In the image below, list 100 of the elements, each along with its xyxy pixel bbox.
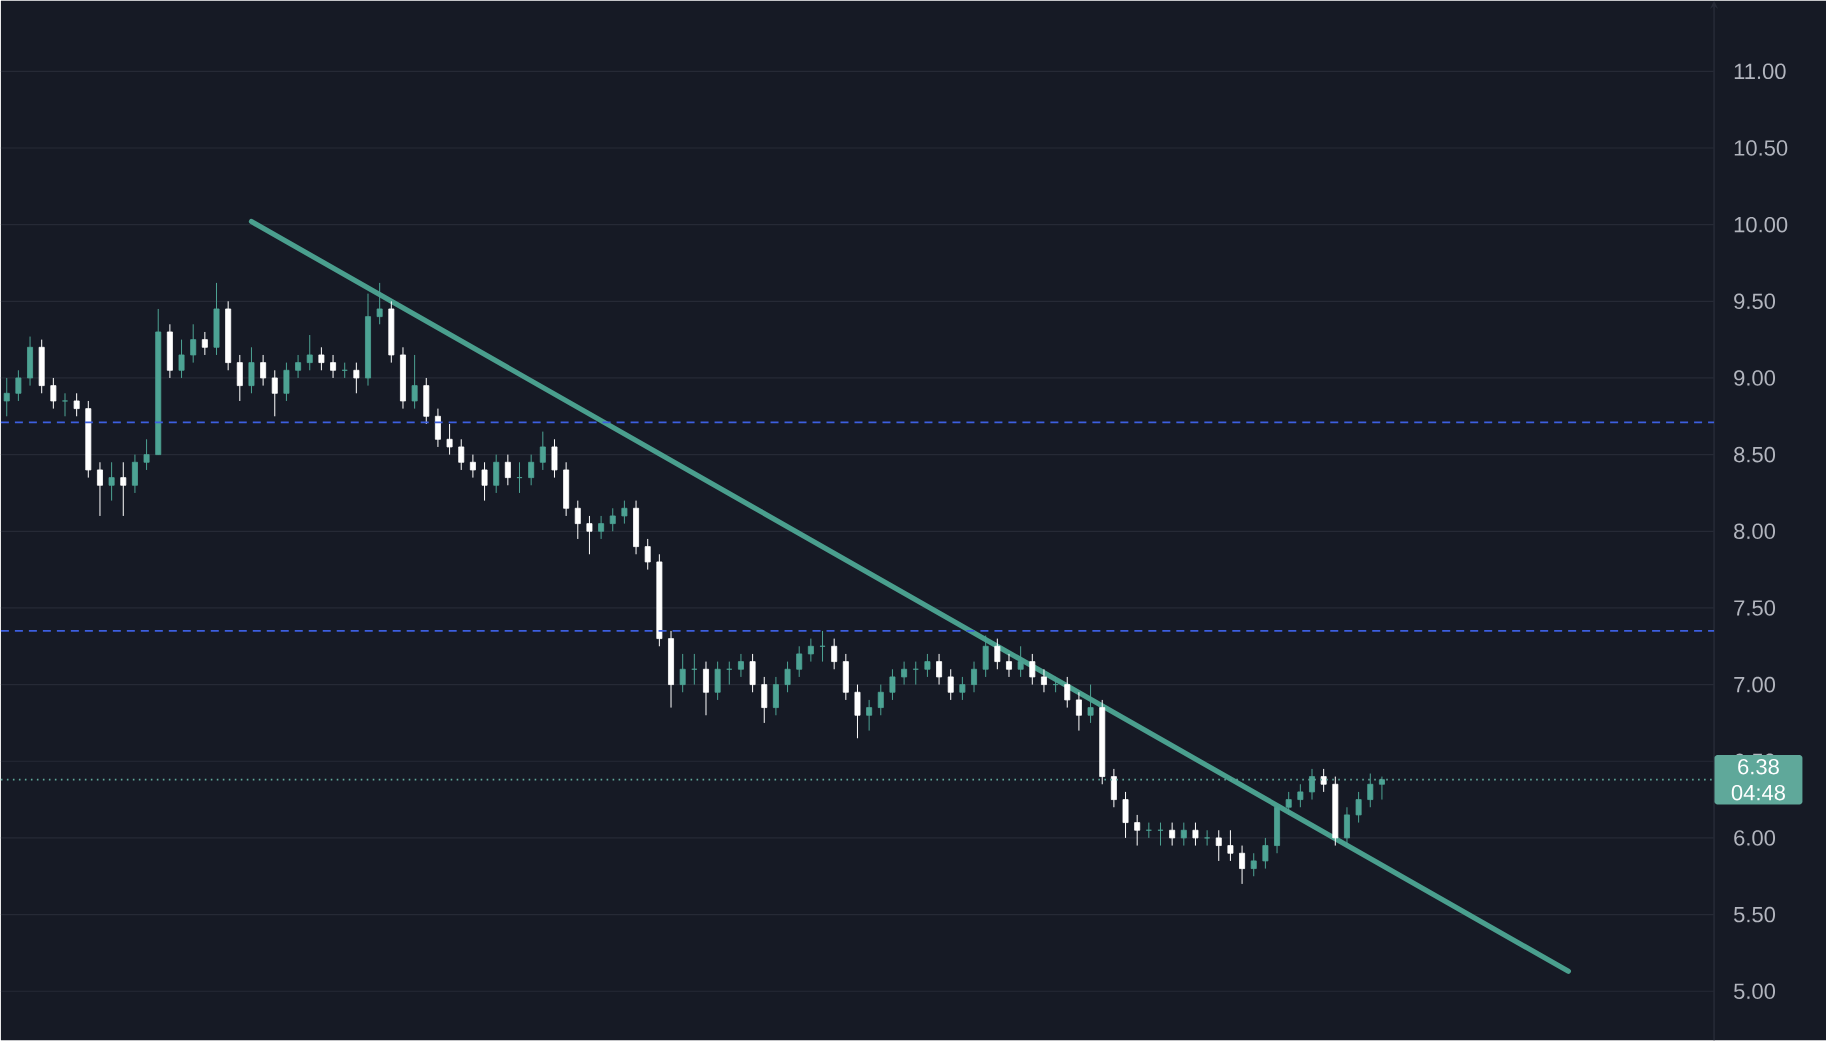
candlestick bbox=[306, 334, 313, 371]
candlestick bbox=[1017, 645, 1024, 678]
candlestick bbox=[131, 454, 138, 494]
candlestick bbox=[97, 461, 103, 517]
candlestick bbox=[714, 661, 721, 701]
candlestick bbox=[50, 377, 57, 410]
candlestick bbox=[1250, 852, 1257, 877]
candlestick bbox=[458, 438, 465, 471]
candlestick bbox=[994, 638, 1001, 670]
candlestick bbox=[621, 500, 628, 525]
candlestick bbox=[539, 431, 546, 471]
candlestick bbox=[784, 661, 791, 693]
candlestick bbox=[877, 684, 884, 716]
candlestick bbox=[178, 339, 185, 379]
candlestick bbox=[201, 331, 208, 356]
candlestick bbox=[1087, 684, 1094, 724]
candlestick bbox=[936, 653, 943, 686]
candlestick bbox=[889, 668, 896, 701]
candlestick bbox=[901, 661, 908, 686]
candlestick bbox=[493, 454, 500, 494]
candlestick bbox=[598, 515, 605, 540]
y-tick-label: 5.00 bbox=[1734, 983, 1776, 999]
candlestick bbox=[295, 354, 302, 379]
y-tick-label: 6.00 bbox=[1734, 830, 1776, 846]
candlestick bbox=[761, 676, 768, 724]
y-tick-label: 8.00 bbox=[1734, 523, 1776, 540]
candlestick bbox=[574, 500, 581, 540]
candlestick bbox=[504, 454, 511, 486]
candlestick bbox=[947, 668, 954, 701]
candlestick bbox=[411, 354, 418, 410]
candlestick bbox=[866, 699, 873, 732]
y-tick-label: 10.00 bbox=[1734, 216, 1788, 233]
candlestick bbox=[248, 346, 255, 394]
candlestick bbox=[749, 653, 756, 693]
candlestick bbox=[772, 676, 779, 716]
y-tick-label: 9.00 bbox=[1734, 370, 1776, 386]
candlestick bbox=[271, 369, 278, 417]
y-tick-label: 5.50 bbox=[1734, 906, 1776, 923]
candlestick bbox=[1215, 829, 1222, 862]
candlestick bbox=[3, 377, 10, 417]
candlestick bbox=[1309, 768, 1315, 801]
candlestick bbox=[62, 392, 68, 417]
candlestick bbox=[1262, 837, 1269, 870]
candlestick bbox=[260, 354, 267, 387]
candlestick bbox=[108, 461, 115, 502]
y-tick-label: 8.50 bbox=[1734, 446, 1776, 463]
candlestick bbox=[807, 638, 814, 663]
candlestick bbox=[831, 638, 838, 670]
ref-line-label: 6.38 bbox=[1738, 758, 1779, 775]
candlestick bbox=[1134, 814, 1141, 847]
candlestick bbox=[120, 461, 127, 517]
y-tick-label: 10.50 bbox=[1734, 140, 1788, 156]
candlestick bbox=[1169, 822, 1176, 847]
candlestick bbox=[353, 362, 360, 394]
candlestick bbox=[1355, 791, 1362, 824]
candlestick bbox=[143, 438, 150, 471]
candlestick bbox=[644, 538, 651, 571]
candlestick bbox=[796, 645, 803, 678]
y-tick-label: 9.50 bbox=[1734, 293, 1776, 310]
candlestick bbox=[469, 454, 476, 479]
candlestick bbox=[1192, 822, 1199, 847]
candlestick bbox=[1320, 768, 1327, 793]
candlestick bbox=[703, 661, 709, 716]
candlestick bbox=[551, 438, 558, 479]
candlestick bbox=[1040, 668, 1047, 693]
candlestick bbox=[1227, 829, 1234, 862]
candlestick bbox=[528, 454, 535, 486]
y-tick-label: 11.00 bbox=[1734, 63, 1786, 80]
candlestick bbox=[1367, 772, 1374, 808]
candlestick bbox=[73, 392, 80, 417]
candlestick bbox=[190, 323, 197, 364]
candlestick bbox=[1006, 653, 1012, 678]
candlestick bbox=[609, 507, 616, 532]
y-tick-label: 7.50 bbox=[1734, 600, 1776, 616]
candlestick bbox=[434, 408, 441, 448]
candlestick bbox=[679, 653, 686, 693]
candlestick bbox=[236, 354, 243, 402]
candlestick bbox=[1122, 791, 1129, 839]
candlestick bbox=[1378, 776, 1385, 801]
candlestick bbox=[1064, 676, 1071, 709]
candlestick bbox=[1204, 829, 1211, 847]
candlestick bbox=[737, 653, 744, 678]
candlestick bbox=[982, 634, 989, 678]
candlestick bbox=[481, 461, 488, 502]
candlestick bbox=[330, 354, 337, 379]
candlestick bbox=[1029, 653, 1036, 686]
candlestick bbox=[959, 676, 966, 701]
candlestick bbox=[854, 684, 861, 739]
candlestick bbox=[924, 653, 931, 678]
candlestick bbox=[1285, 791, 1292, 816]
candlestick bbox=[318, 346, 325, 371]
candlestick bbox=[1239, 845, 1246, 885]
candlestick bbox=[1297, 783, 1304, 808]
candlestick bbox=[283, 362, 290, 402]
y-tick-label: 7.00 bbox=[1734, 676, 1776, 693]
candlestick bbox=[376, 282, 383, 325]
candlestick bbox=[446, 423, 453, 456]
candlestick bbox=[586, 515, 593, 555]
candlestick bbox=[15, 369, 22, 402]
candlestick bbox=[1180, 822, 1187, 847]
